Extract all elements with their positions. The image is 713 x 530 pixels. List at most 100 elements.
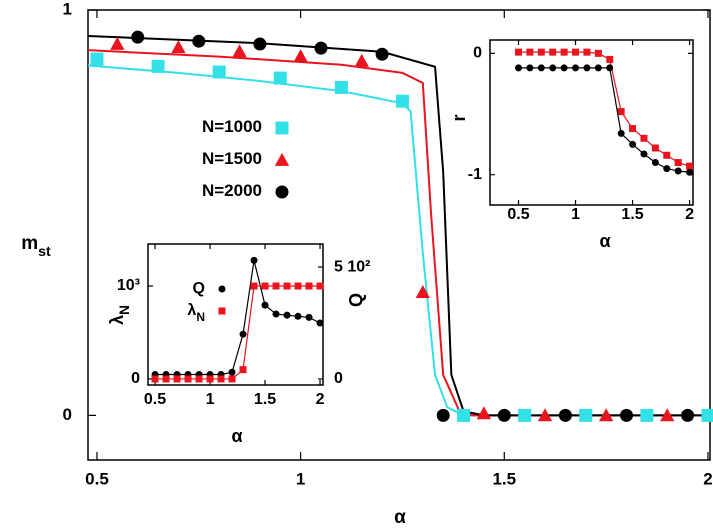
marker-circle bbox=[629, 140, 637, 148]
marker-square bbox=[334, 80, 348, 94]
axis-label-text: α bbox=[394, 507, 406, 528]
marker-circle bbox=[594, 64, 602, 72]
axis-label-text: α bbox=[231, 426, 242, 446]
marker-circle bbox=[640, 150, 648, 158]
marker-triangle bbox=[171, 40, 186, 54]
x-tick-label: 1.5 bbox=[254, 391, 276, 408]
x-tick-label: 0.5 bbox=[144, 391, 166, 408]
marker-circle bbox=[606, 64, 614, 72]
marker-square bbox=[162, 375, 170, 383]
legend-label: N=2000 bbox=[202, 181, 262, 200]
marker-square bbox=[701, 408, 713, 422]
marker-circle bbox=[283, 311, 291, 319]
curve bbox=[155, 260, 321, 376]
marker-square bbox=[537, 48, 545, 56]
axis-label-text: Q bbox=[346, 293, 366, 307]
marker-square bbox=[674, 159, 682, 167]
curve bbox=[87, 34, 710, 417]
marker-circle bbox=[192, 34, 206, 48]
axis-label: λN bbox=[107, 305, 132, 325]
axis-label: α bbox=[599, 231, 610, 251]
y2-tick-label: 0 bbox=[334, 370, 343, 387]
marker-circle bbox=[617, 129, 625, 137]
marker-circle bbox=[663, 165, 671, 173]
marker-square bbox=[305, 282, 313, 290]
marker-square bbox=[651, 144, 659, 152]
marker-square bbox=[606, 55, 614, 63]
marker-square bbox=[184, 375, 192, 383]
marker-square bbox=[583, 48, 591, 56]
axis-label: α bbox=[394, 507, 406, 528]
plot-frame bbox=[489, 39, 694, 206]
marker-circle bbox=[674, 167, 682, 175]
marker-circle bbox=[686, 168, 694, 176]
y-tick-label: -1 bbox=[468, 166, 482, 183]
marker-circle bbox=[316, 319, 324, 327]
marker-square bbox=[457, 408, 471, 422]
legend-text: N=1500 bbox=[202, 149, 262, 168]
axis-label: α bbox=[231, 426, 242, 446]
marker-circle bbox=[515, 64, 523, 72]
marker-square bbox=[261, 282, 269, 290]
legend-marker bbox=[275, 185, 289, 199]
marker-circle bbox=[294, 312, 302, 320]
marker-triangle bbox=[232, 44, 247, 58]
marker-square bbox=[217, 375, 225, 383]
legend-label: N=1000 bbox=[202, 117, 262, 136]
axis-label-text: m bbox=[21, 233, 38, 254]
axis-label: r bbox=[449, 114, 469, 121]
marker-circle bbox=[131, 30, 145, 44]
y-tick-label: 10³ bbox=[117, 277, 140, 294]
x-tick-label: 1.5 bbox=[621, 206, 643, 223]
marker-square bbox=[526, 48, 534, 56]
marker-triangle bbox=[476, 406, 492, 420]
marker-circle bbox=[272, 310, 280, 318]
axis-label-text: r bbox=[449, 114, 469, 121]
curve bbox=[518, 67, 690, 173]
marker-circle bbox=[560, 64, 568, 72]
legend-label: N=1500 bbox=[202, 149, 262, 168]
marker-square bbox=[515, 48, 523, 56]
marker-square bbox=[239, 366, 247, 374]
marker-circle bbox=[651, 159, 659, 167]
curve bbox=[155, 285, 321, 380]
marker-square bbox=[640, 134, 648, 142]
x-tick-label: 2 bbox=[703, 469, 712, 488]
x-tick-label: 1 bbox=[296, 469, 305, 488]
marker-square bbox=[195, 375, 203, 383]
marker-circle bbox=[497, 408, 511, 422]
marker-triangle bbox=[415, 285, 430, 299]
marker-circle bbox=[228, 368, 236, 376]
marker-circle bbox=[250, 256, 258, 264]
marker-square bbox=[663, 151, 671, 159]
marker-circle bbox=[583, 64, 591, 72]
legend-marker bbox=[274, 152, 290, 166]
marker-circle bbox=[537, 64, 545, 72]
marker-square bbox=[151, 375, 159, 383]
marker-square bbox=[629, 125, 637, 133]
curve bbox=[87, 64, 710, 417]
marker-triangle bbox=[660, 408, 675, 422]
marker-square bbox=[518, 408, 532, 422]
axis-label: mst bbox=[21, 233, 51, 260]
marker-circle bbox=[526, 64, 534, 72]
marker-square bbox=[560, 48, 568, 56]
y-tick-label: 0 bbox=[63, 405, 72, 424]
marker-square bbox=[151, 59, 165, 73]
axis-label-text: α bbox=[599, 231, 610, 251]
x-tick-label: 2 bbox=[316, 391, 325, 408]
legend-text: λ bbox=[187, 302, 196, 319]
legend-label: λN bbox=[187, 302, 205, 324]
x-tick-label: 1.5 bbox=[492, 469, 516, 488]
marker-circle bbox=[436, 408, 450, 422]
marker-circle bbox=[314, 41, 328, 55]
legend-text: N=1000 bbox=[202, 117, 262, 136]
axis-label-text: λ bbox=[107, 315, 127, 325]
curve bbox=[518, 51, 690, 167]
marker-square bbox=[395, 94, 409, 108]
marker-square bbox=[173, 375, 181, 383]
marker-triangle bbox=[110, 36, 125, 50]
marker-square bbox=[549, 48, 557, 56]
marker-square bbox=[228, 375, 236, 383]
